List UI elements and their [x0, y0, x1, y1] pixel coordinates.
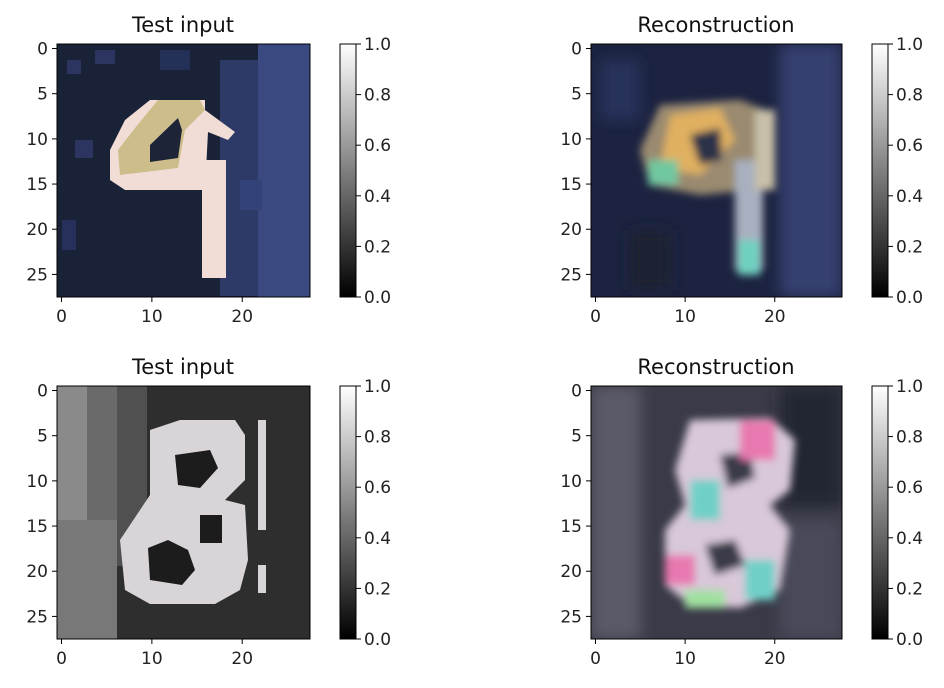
- y-tick-label: 25: [560, 265, 582, 285]
- colorbar-tick-label: 0.8: [896, 428, 923, 448]
- y-tick-label: 15: [26, 175, 48, 195]
- colorbar: 0.0 0.2 0.4 0.6 0.8 1.0: [872, 377, 923, 650]
- x-tick-label: 20: [231, 649, 253, 669]
- panel-reconstruction-bottom: Reconstruction 0 10 20 0 5 10 15 20 25: [560, 355, 923, 669]
- panel-title: Reconstruction: [637, 13, 794, 37]
- x-tick-labels: 0 10 20: [56, 297, 253, 327]
- heatmap-image: [57, 44, 310, 297]
- colorbar: 0.0 0.2 0.4 0.6 0.8 1.0: [340, 35, 391, 308]
- colorbar-tick-label: 0.8: [364, 86, 391, 106]
- colorbar-tick-label: 0.2: [896, 237, 923, 257]
- heatmap-image: [57, 386, 310, 639]
- colorbar-tick-label: 0.6: [896, 136, 923, 156]
- colorbar-tick-label: 1.0: [896, 35, 923, 55]
- y-tick-label: 10: [26, 472, 48, 492]
- panel-test-input-top: Test input 0 10 20 0 5 10 15 20 25 0.0 0.2 0.4 0.6…: [26, 13, 391, 327]
- colorbar-tick-label: 0.6: [896, 478, 923, 498]
- colorbar-tick-label: 1.0: [896, 377, 923, 397]
- colorbar-tick-label: 0.8: [364, 428, 391, 448]
- colorbar-tick-label: 0.2: [896, 579, 923, 599]
- colorbar-tick-label: 0.8: [896, 86, 923, 106]
- colorbar-tick-label: 0.0: [896, 630, 923, 650]
- colorbar-tick-label: 0.4: [896, 187, 923, 207]
- colorbar-tick-label: 0.4: [364, 187, 391, 207]
- panel-title: Test input: [131, 355, 234, 379]
- x-tick-label: 10: [674, 307, 696, 327]
- y-tick-label: 25: [560, 607, 582, 627]
- y-tick-labels: 0 5 10 15 20 25: [26, 40, 57, 286]
- y-tick-label: 10: [560, 130, 582, 150]
- y-tick-label: 0: [571, 40, 582, 60]
- x-tick-labels: 0 10 20: [590, 639, 786, 669]
- y-tick-label: 25: [26, 607, 48, 627]
- colorbar-tick-label: 0.0: [896, 288, 923, 308]
- x-tick-label: 0: [56, 307, 67, 327]
- y-tick-label: 0: [571, 382, 582, 402]
- panel-test-input-bottom: Test input 0 10 20 0 5 10 15 20 25 0.0 0.2 0.4 0.6…: [26, 355, 391, 669]
- colorbar-tick-labels: 0.0 0.2 0.4 0.6 0.8 1.0: [356, 377, 391, 650]
- colorbar: 0.0 0.2 0.4 0.6 0.8 1.0: [872, 35, 923, 308]
- y-tick-label: 10: [560, 472, 582, 492]
- colorbar-tick-labels: 0.0 0.2 0.4 0.6 0.8 1.0: [356, 35, 391, 308]
- y-tick-label: 20: [560, 220, 582, 240]
- y-tick-label: 0: [37, 40, 48, 60]
- x-tick-label: 0: [56, 649, 67, 669]
- y-tick-label: 20: [26, 220, 48, 240]
- y-tick-label: 20: [26, 562, 48, 582]
- colorbar-tick-labels: 0.0 0.2 0.4 0.6 0.8 1.0: [888, 35, 923, 308]
- y-tick-labels: 0 5 10 15 20 25: [560, 40, 591, 286]
- y-tick-labels: 0 5 10 15 20 25: [26, 382, 57, 628]
- y-tick-label: 15: [26, 517, 48, 537]
- y-tick-label: 5: [571, 427, 582, 447]
- y-tick-label: 15: [560, 517, 582, 537]
- x-tick-label: 0: [590, 649, 601, 669]
- heatmap-image: [591, 386, 842, 639]
- x-tick-label: 10: [141, 307, 163, 327]
- colorbar-tick-label: 0.4: [364, 529, 391, 549]
- colorbar-tick-label: 1.0: [364, 35, 391, 55]
- panel-title: Reconstruction: [637, 355, 794, 379]
- colorbar-tick-label: 0.6: [364, 136, 391, 156]
- y-tick-label: 20: [560, 562, 582, 582]
- heatmap-image: [591, 44, 842, 297]
- y-tick-label: 15: [560, 175, 582, 195]
- x-tick-label: 20: [764, 649, 786, 669]
- colorbar-tick-label: 1.0: [364, 377, 391, 397]
- x-tick-labels: 0 10 20: [56, 639, 253, 669]
- x-tick-label: 20: [764, 307, 786, 327]
- colorbar-tick-label: 0.0: [364, 630, 391, 650]
- colorbar-tick-labels: 0.0 0.2 0.4 0.6 0.8 1.0: [888, 377, 923, 650]
- y-tick-label: 5: [37, 427, 48, 447]
- x-tick-label: 10: [141, 649, 163, 669]
- y-tick-label: 10: [26, 130, 48, 150]
- colorbar-tick-label: 0.2: [364, 579, 391, 599]
- y-tick-label: 25: [26, 265, 48, 285]
- x-tick-label: 20: [231, 307, 253, 327]
- x-tick-label: 10: [674, 649, 696, 669]
- colorbar-tick-label: 0.2: [364, 237, 391, 257]
- colorbar-tick-label: 0.4: [896, 529, 923, 549]
- y-tick-label: 5: [571, 85, 582, 105]
- panel-title: Test input: [131, 13, 234, 37]
- y-tick-labels: 0 5 10 15 20 25: [560, 382, 591, 628]
- y-tick-label: 5: [37, 85, 48, 105]
- x-tick-label: 0: [590, 307, 601, 327]
- colorbar-tick-label: 0.6: [364, 478, 391, 498]
- colorbar: 0.0 0.2 0.4 0.6 0.8 1.0: [340, 377, 391, 650]
- colorbar-tick-label: 0.0: [364, 288, 391, 308]
- y-tick-label: 0: [37, 382, 48, 402]
- x-tick-labels: 0 10 20: [590, 297, 786, 327]
